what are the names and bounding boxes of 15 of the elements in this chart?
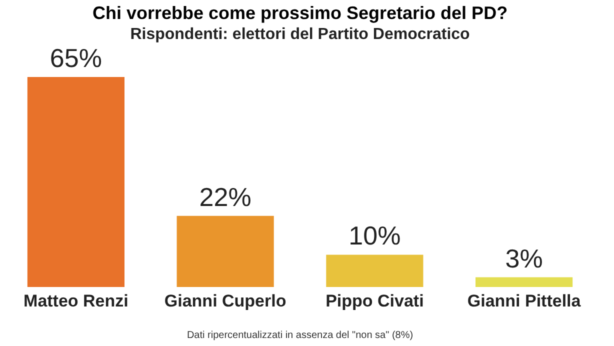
chart-subtitle: Rispondenti: elettori del Partito Democratico: [130, 26, 470, 43]
bar: [176, 216, 274, 287]
x-tick-label: Matteo Renzi: [24, 292, 128, 310]
chart-title: Chi vorrebbe come prossimo Segretario del PD?: [92, 3, 508, 23]
x-tick-label: Pippo Civati: [326, 292, 424, 310]
data-label: 10%: [348, 220, 401, 251]
data-label: 22%: [199, 182, 252, 212]
data-label: 65%: [50, 43, 102, 73]
bar: [476, 277, 573, 287]
bar: [326, 254, 424, 287]
x-tick-label: Gianni Pittella: [467, 292, 582, 310]
bar: [27, 77, 124, 287]
x-tick-label: Gianni Cuperlo: [164, 292, 286, 310]
data-label: 3%: [505, 243, 543, 274]
text: Dati ripercentualizzati in assenza del "non sa" (8%): [186, 330, 414, 341]
